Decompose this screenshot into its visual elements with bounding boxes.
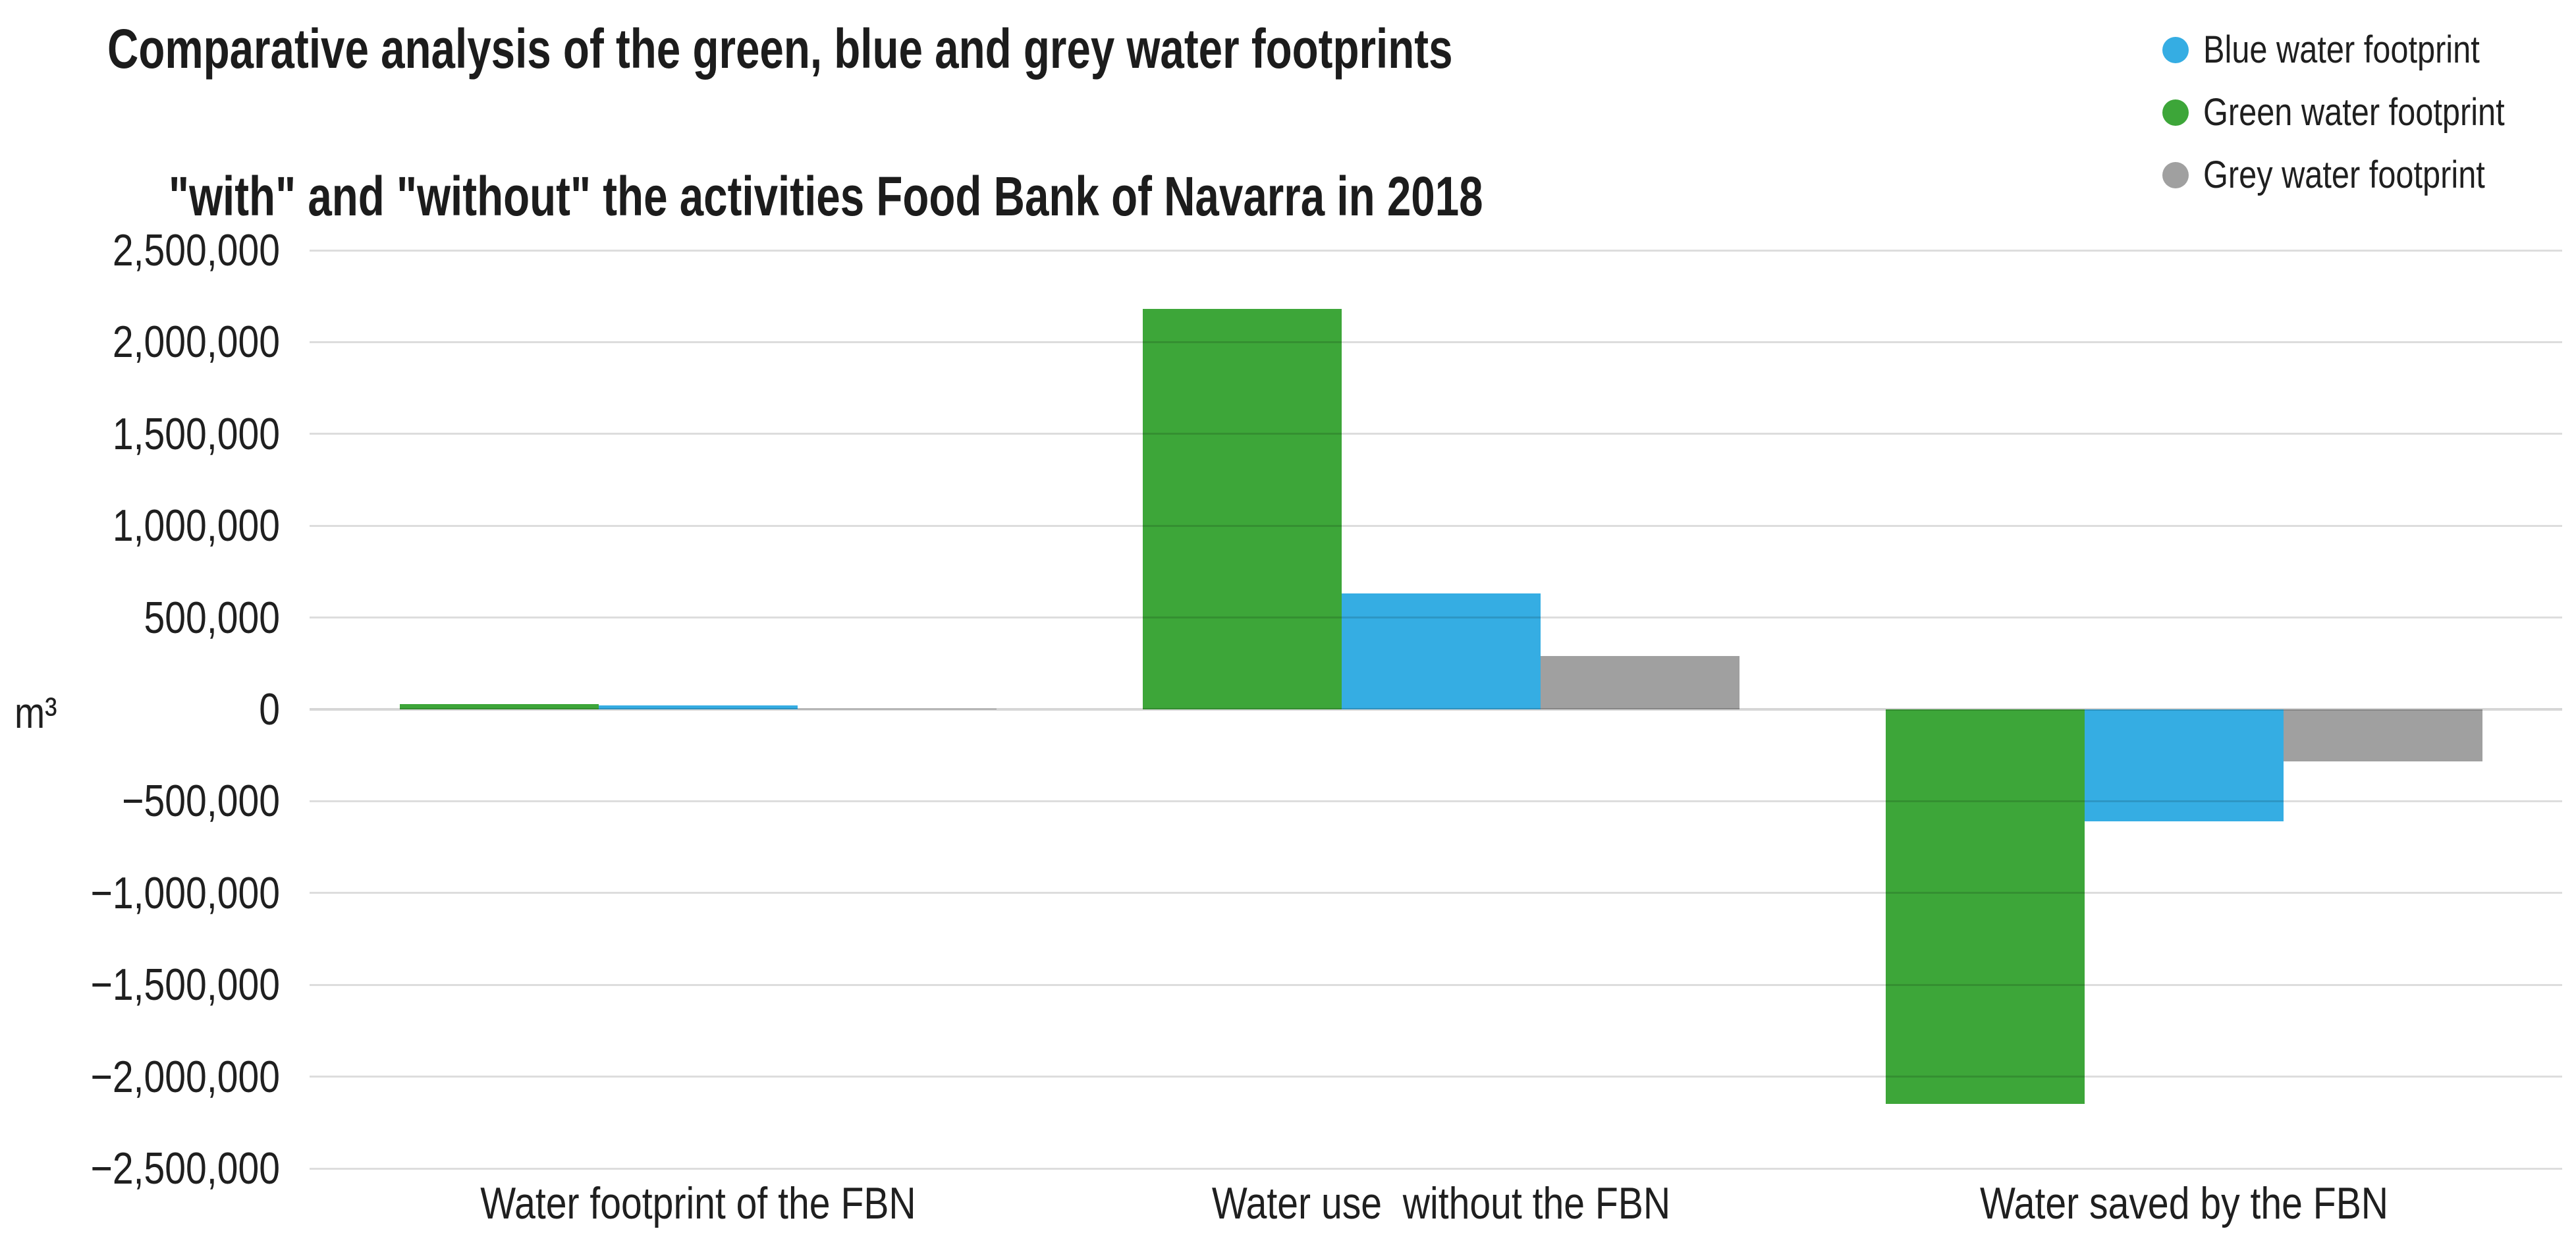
legend-swatch-icon — [2162, 99, 2189, 126]
y-tick-label: 2,000,000 — [112, 317, 280, 368]
x-axis-label-cat1: Water footprint of the FBN — [480, 1178, 916, 1228]
gridline — [310, 341, 2562, 343]
y-tick-label: −2,500,000 — [90, 1143, 280, 1193]
chart-title-line-1: Comparative analysis of the green, blue … — [107, 18, 1453, 80]
chart-title: Comparative analysis of the green, blue … — [107, 12, 1854, 307]
legend-label: Green water footprint — [2203, 91, 2505, 134]
gridline — [310, 983, 2562, 986]
gridline — [310, 892, 2562, 894]
gridline — [310, 800, 2562, 802]
legend-label: Grey water footprint — [2203, 153, 2485, 196]
bar-blue-water-footprint-cat2 — [1342, 593, 1541, 709]
legend-item-blue: Blue water footprint — [2162, 18, 2562, 81]
y-tick-label: 1,000,000 — [112, 501, 280, 551]
y-tick-label: 1,500,000 — [112, 408, 280, 459]
legend-label: Blue water footprint — [2203, 28, 2480, 71]
y-tick-label: 2,500,000 — [112, 225, 280, 275]
bar-green-water-footprint-cat3 — [1886, 709, 2085, 1105]
legend: Blue water footprint Green water footprin… — [2162, 18, 2562, 206]
legend-item-green: Green water footprint — [2162, 81, 2562, 144]
y-tick-label: −1,000,000 — [90, 867, 280, 918]
legend-swatch-icon — [2162, 161, 2189, 188]
gridline — [310, 433, 2562, 435]
x-axis-label-cat3: Water saved by the FBN — [1979, 1178, 2389, 1228]
chart-title-line-2: "with" and "without" the activities Food… — [169, 165, 1483, 227]
legend-swatch-icon — [2162, 36, 2189, 63]
y-axis-unit-label: m³ — [14, 688, 57, 737]
y-tick-label: −1,500,000 — [90, 960, 280, 1010]
gridline — [310, 524, 2562, 527]
y-tick-label: −500,000 — [122, 776, 280, 827]
gridline — [310, 616, 2562, 619]
gridline — [310, 1167, 2562, 1170]
y-tick-label: 0 — [259, 684, 280, 734]
gridline — [310, 1076, 2562, 1078]
gridline — [310, 249, 2562, 252]
bar-blue-water-footprint-cat3 — [2085, 709, 2284, 822]
legend-item-grey: Grey water footprint — [2162, 144, 2562, 206]
bar-blue-water-footprint-cat1 — [599, 705, 798, 709]
y-tick-label: 500,000 — [144, 592, 280, 643]
bar-grey-water-footprint-cat3 — [2284, 709, 2482, 762]
y-tick-label: −2,000,000 — [90, 1051, 280, 1102]
x-axis-label-cat2: Water use without the FBN — [1211, 1178, 1671, 1228]
bar-green-water-footprint-cat2 — [1143, 309, 1342, 709]
bar-grey-water-footprint-cat2 — [1541, 656, 1740, 709]
bar-green-water-footprint-cat1 — [400, 703, 599, 709]
zero-line — [310, 708, 2562, 711]
